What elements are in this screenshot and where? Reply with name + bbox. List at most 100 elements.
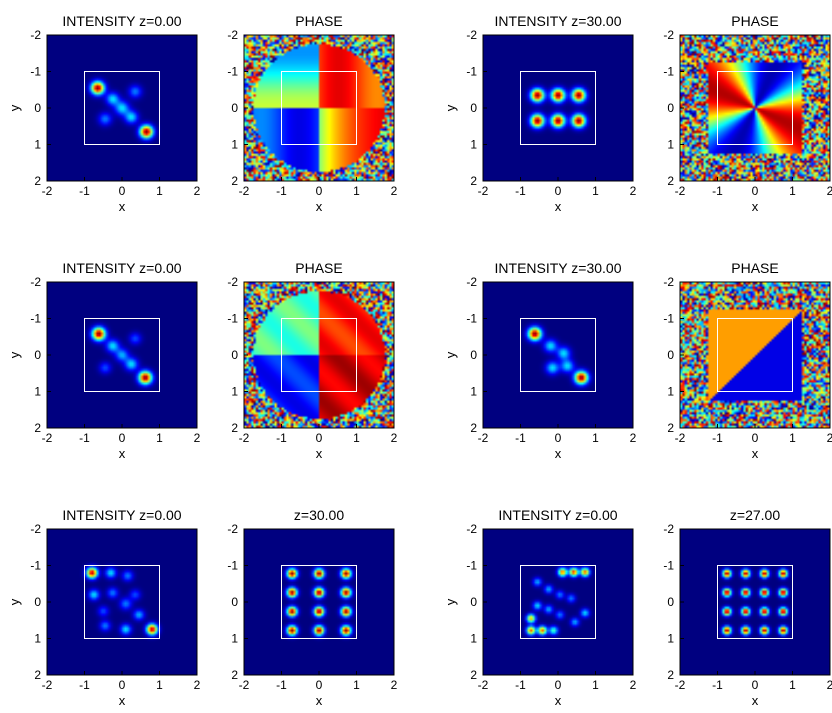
y-axis-label: y bbox=[7, 598, 22, 605]
x-tick-label: 1 bbox=[353, 431, 360, 445]
x-tick-label: -1 bbox=[515, 678, 526, 692]
x-tick-label: 2 bbox=[194, 184, 201, 198]
panel-r2-c2: INTENSITY z=0.00 -2 -2 -1 -1 0 0 1 1 2 2 x y bbox=[443, 507, 637, 708]
x-tick-label: 2 bbox=[630, 184, 637, 198]
panel-title: INTENSITY z=0.00 bbox=[62, 507, 181, 523]
panel-r1-c3: PHASE -2 -2 -1 -1 0 0 1 1 2 2 x bbox=[663, 260, 832, 461]
x-tick-label: -2 bbox=[478, 678, 489, 692]
intensity-map bbox=[244, 529, 394, 675]
x-tick-label: 2 bbox=[391, 184, 398, 198]
y-tick-label: -1 bbox=[227, 65, 238, 79]
y-axis-label: y bbox=[443, 351, 458, 358]
panel-r0-c0: INTENSITY z=0.00 -2 -2 -1 -1 0 0 1 1 2 2 x y bbox=[7, 13, 201, 214]
x-axis-label: x bbox=[752, 199, 759, 214]
y-tick-label: 0 bbox=[667, 101, 674, 115]
x-tick-label: -2 bbox=[42, 678, 53, 692]
y-tick-label: 1 bbox=[34, 385, 41, 399]
panel-title: INTENSITY z=0.00 bbox=[62, 13, 181, 29]
panel-title: INTENSITY z=0.00 bbox=[62, 260, 181, 276]
x-tick-label: -2 bbox=[239, 184, 250, 198]
y-tick-label: -1 bbox=[466, 559, 477, 573]
y-axis-label: y bbox=[443, 598, 458, 605]
panel-title: INTENSITY z=30.00 bbox=[495, 260, 622, 276]
y-tick-label: 1 bbox=[231, 385, 238, 399]
x-tick-label: -1 bbox=[79, 678, 90, 692]
y-tick-label: -2 bbox=[30, 275, 41, 289]
y-tick-label: 0 bbox=[470, 101, 477, 115]
x-tick-label: 1 bbox=[156, 431, 163, 445]
phase-map bbox=[244, 35, 394, 181]
window-frame bbox=[717, 318, 793, 392]
x-tick-label: 0 bbox=[119, 184, 126, 198]
x-tick-label: 2 bbox=[827, 678, 832, 692]
x-tick-label: 1 bbox=[592, 184, 599, 198]
y-tick-label: -1 bbox=[227, 559, 238, 573]
panel-r0-c2: INTENSITY z=30.00 -2 -2 -1 -1 0 0 1 1 2 2 x y bbox=[443, 13, 637, 214]
x-axis-label: x bbox=[316, 693, 323, 708]
x-tick-label: -2 bbox=[478, 431, 489, 445]
x-tick-label: 2 bbox=[391, 431, 398, 445]
panel-title: INTENSITY z=30.00 bbox=[495, 13, 622, 29]
y-tick-label: 2 bbox=[667, 174, 674, 188]
y-tick-label: -1 bbox=[663, 312, 674, 326]
intensity-map bbox=[47, 282, 197, 428]
y-tick-label: -2 bbox=[227, 275, 238, 289]
x-tick-label: 1 bbox=[592, 678, 599, 692]
panel-r0-c1: PHASE -2 -2 -1 -1 0 0 1 1 2 2 x bbox=[227, 13, 397, 214]
y-axis-label: y bbox=[443, 104, 458, 111]
x-tick-label: 2 bbox=[827, 431, 832, 445]
y-tick-label: 2 bbox=[231, 668, 238, 682]
y-tick-label: 2 bbox=[34, 174, 41, 188]
x-tick-label: -2 bbox=[675, 184, 686, 198]
x-tick-label: -2 bbox=[478, 184, 489, 198]
window-frame bbox=[281, 565, 357, 639]
x-tick-label: 2 bbox=[630, 431, 637, 445]
x-tick-label: -2 bbox=[42, 431, 53, 445]
y-tick-label: 2 bbox=[470, 421, 477, 435]
window-frame bbox=[281, 318, 357, 392]
x-tick-label: 2 bbox=[630, 678, 637, 692]
x-axis-label: x bbox=[119, 199, 126, 214]
window-frame bbox=[520, 318, 596, 392]
y-tick-label: 1 bbox=[470, 632, 477, 646]
y-tick-label: -1 bbox=[30, 312, 41, 326]
y-tick-label: 2 bbox=[34, 668, 41, 682]
y-tick-label: -2 bbox=[227, 28, 238, 42]
y-tick-label: 2 bbox=[470, 174, 477, 188]
y-tick-label: -1 bbox=[30, 65, 41, 79]
phase-map bbox=[680, 282, 830, 428]
y-tick-label: -2 bbox=[30, 522, 41, 536]
x-tick-label: 1 bbox=[156, 184, 163, 198]
y-tick-label: -1 bbox=[466, 312, 477, 326]
panel-title: PHASE bbox=[295, 13, 342, 29]
y-tick-label: -2 bbox=[663, 28, 674, 42]
panel-title: PHASE bbox=[731, 260, 778, 276]
intensity-map bbox=[483, 35, 633, 181]
x-axis-label: x bbox=[316, 199, 323, 214]
window-frame bbox=[84, 71, 160, 145]
y-tick-label: -2 bbox=[466, 275, 477, 289]
phase-map bbox=[244, 282, 394, 428]
y-tick-label: 0 bbox=[470, 348, 477, 362]
y-tick-label: 1 bbox=[231, 138, 238, 152]
y-tick-label: 0 bbox=[667, 595, 674, 609]
x-axis-label: x bbox=[119, 446, 126, 461]
panel-title: PHASE bbox=[731, 13, 778, 29]
panel-r1-c1: PHASE -2 -2 -1 -1 0 0 1 1 2 2 x bbox=[227, 260, 397, 461]
y-tick-label: 2 bbox=[667, 421, 674, 435]
x-tick-label: 2 bbox=[194, 678, 201, 692]
y-tick-label: 2 bbox=[470, 668, 477, 682]
y-tick-label: 0 bbox=[231, 348, 238, 362]
y-tick-label: 1 bbox=[231, 632, 238, 646]
x-tick-label: 0 bbox=[752, 678, 759, 692]
y-tick-label: 2 bbox=[667, 668, 674, 682]
y-tick-label: 2 bbox=[231, 421, 238, 435]
x-tick-label: -1 bbox=[712, 184, 723, 198]
x-tick-label: -1 bbox=[276, 678, 287, 692]
panel-r1-c2: INTENSITY z=30.00 -2 -2 -1 -1 0 0 1 1 2 2 x y bbox=[443, 260, 637, 461]
x-tick-label: -2 bbox=[42, 184, 53, 198]
y-tick-label: -2 bbox=[466, 28, 477, 42]
panel-r2-c3: z=27.00 -2 -2 -1 -1 0 0 1 1 2 2 x bbox=[663, 507, 832, 708]
y-tick-label: -1 bbox=[663, 559, 674, 573]
